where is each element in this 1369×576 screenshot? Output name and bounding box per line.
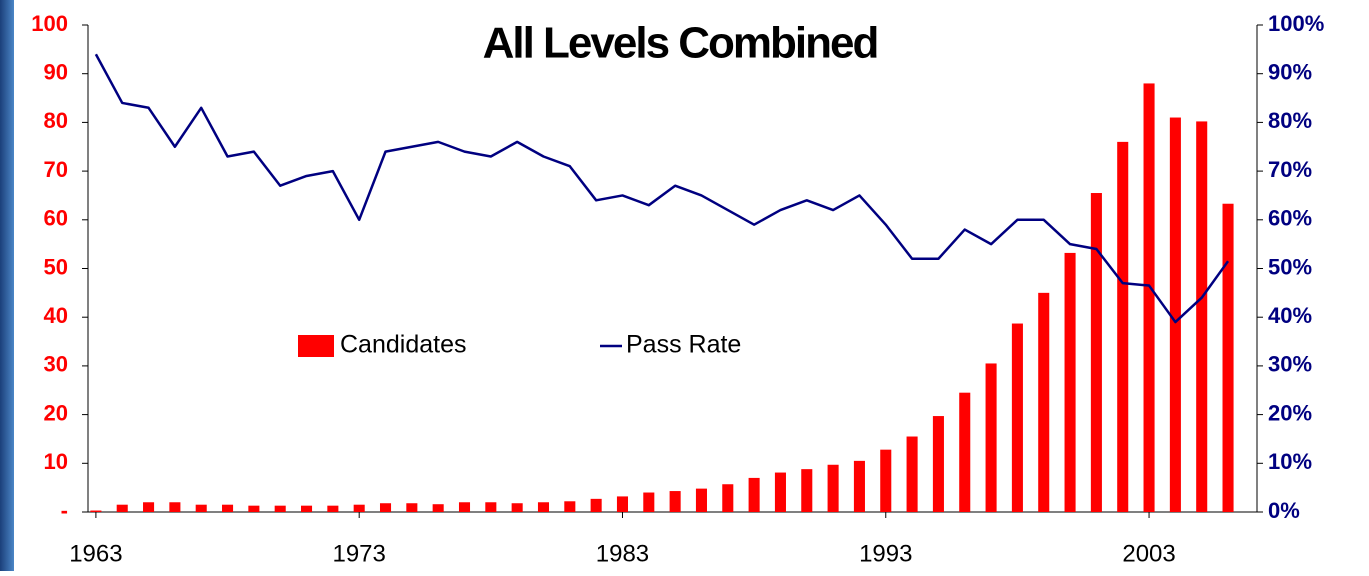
bar bbox=[748, 477, 760, 512]
y2-tick-label: 50% bbox=[1268, 254, 1312, 279]
y2-tick-label: 40% bbox=[1268, 303, 1312, 328]
bar bbox=[590, 498, 602, 512]
bar bbox=[511, 503, 523, 512]
y2-tick-label: 20% bbox=[1268, 400, 1312, 425]
y-tick-label: 100 bbox=[31, 11, 68, 36]
x-tick-label: 1963 bbox=[69, 540, 122, 567]
bar bbox=[1011, 323, 1023, 512]
y-tick-label: 10 bbox=[44, 449, 68, 474]
bar bbox=[143, 502, 155, 512]
x-tick-label: 1983 bbox=[596, 540, 649, 567]
bar bbox=[853, 460, 865, 512]
bar bbox=[274, 505, 286, 512]
bar bbox=[564, 501, 576, 512]
bar bbox=[353, 504, 365, 512]
bar bbox=[432, 504, 444, 512]
bar bbox=[1196, 121, 1208, 513]
bar bbox=[327, 505, 339, 512]
bar bbox=[116, 504, 128, 512]
y-tick-label: 60 bbox=[44, 206, 68, 231]
y2-tick-label: 90% bbox=[1268, 60, 1312, 85]
bar bbox=[379, 503, 392, 512]
bar bbox=[222, 504, 234, 512]
x-tick-label: 1993 bbox=[859, 540, 912, 567]
bar bbox=[722, 484, 734, 512]
bar bbox=[1038, 292, 1050, 512]
y-tick-label: 30 bbox=[44, 352, 68, 377]
bar bbox=[458, 502, 471, 512]
bar bbox=[1117, 141, 1129, 512]
bar bbox=[827, 464, 839, 512]
legend-label: Candidates bbox=[340, 331, 466, 359]
bar bbox=[906, 436, 918, 512]
bar bbox=[301, 505, 313, 512]
bar bbox=[537, 502, 550, 512]
y-tick-label: 80 bbox=[44, 108, 68, 133]
y2-tick-label: 80% bbox=[1268, 108, 1312, 133]
legend-label: Pass Rate bbox=[626, 331, 741, 359]
y-tick-label: 40 bbox=[44, 303, 68, 328]
background-edge bbox=[0, 0, 14, 571]
y-tick-label: 50 bbox=[44, 254, 68, 279]
x-tick-label: 2003 bbox=[1122, 540, 1175, 567]
chart-title: All Levels Combined bbox=[483, 19, 878, 68]
legend-swatch bbox=[298, 335, 334, 357]
y-tick-label: 20 bbox=[44, 400, 68, 425]
bar bbox=[1064, 252, 1076, 512]
bar bbox=[1143, 83, 1155, 512]
bar bbox=[959, 392, 971, 512]
bar bbox=[774, 472, 786, 512]
bar bbox=[1169, 117, 1181, 512]
y2-tick-label: 10% bbox=[1268, 449, 1312, 474]
bar bbox=[406, 503, 418, 512]
y2-tick-label: 60% bbox=[1268, 206, 1312, 231]
bar bbox=[695, 488, 707, 512]
y2-tick-label: 0% bbox=[1268, 498, 1300, 523]
bar bbox=[643, 492, 655, 512]
bar bbox=[801, 469, 813, 512]
bar bbox=[616, 496, 629, 512]
bar bbox=[669, 491, 681, 512]
bar bbox=[932, 416, 944, 512]
bar bbox=[1222, 203, 1234, 512]
bar bbox=[880, 449, 892, 512]
bar bbox=[1090, 193, 1102, 512]
bar bbox=[485, 502, 497, 512]
bar bbox=[90, 510, 102, 512]
y2-tick-label: 100% bbox=[1268, 11, 1324, 36]
y2-tick-label: 70% bbox=[1268, 157, 1312, 182]
y-tick-label: - bbox=[61, 498, 68, 523]
line bbox=[94, 53, 1230, 324]
bar bbox=[248, 505, 260, 512]
bar bbox=[985, 363, 997, 512]
y2-tick-label: 30% bbox=[1268, 352, 1312, 377]
bar bbox=[195, 504, 207, 512]
y-tick-label: 90 bbox=[44, 60, 68, 85]
x-tick-label: 1973 bbox=[332, 540, 385, 567]
bar bbox=[169, 502, 181, 512]
y-tick-label: 70 bbox=[44, 157, 68, 182]
